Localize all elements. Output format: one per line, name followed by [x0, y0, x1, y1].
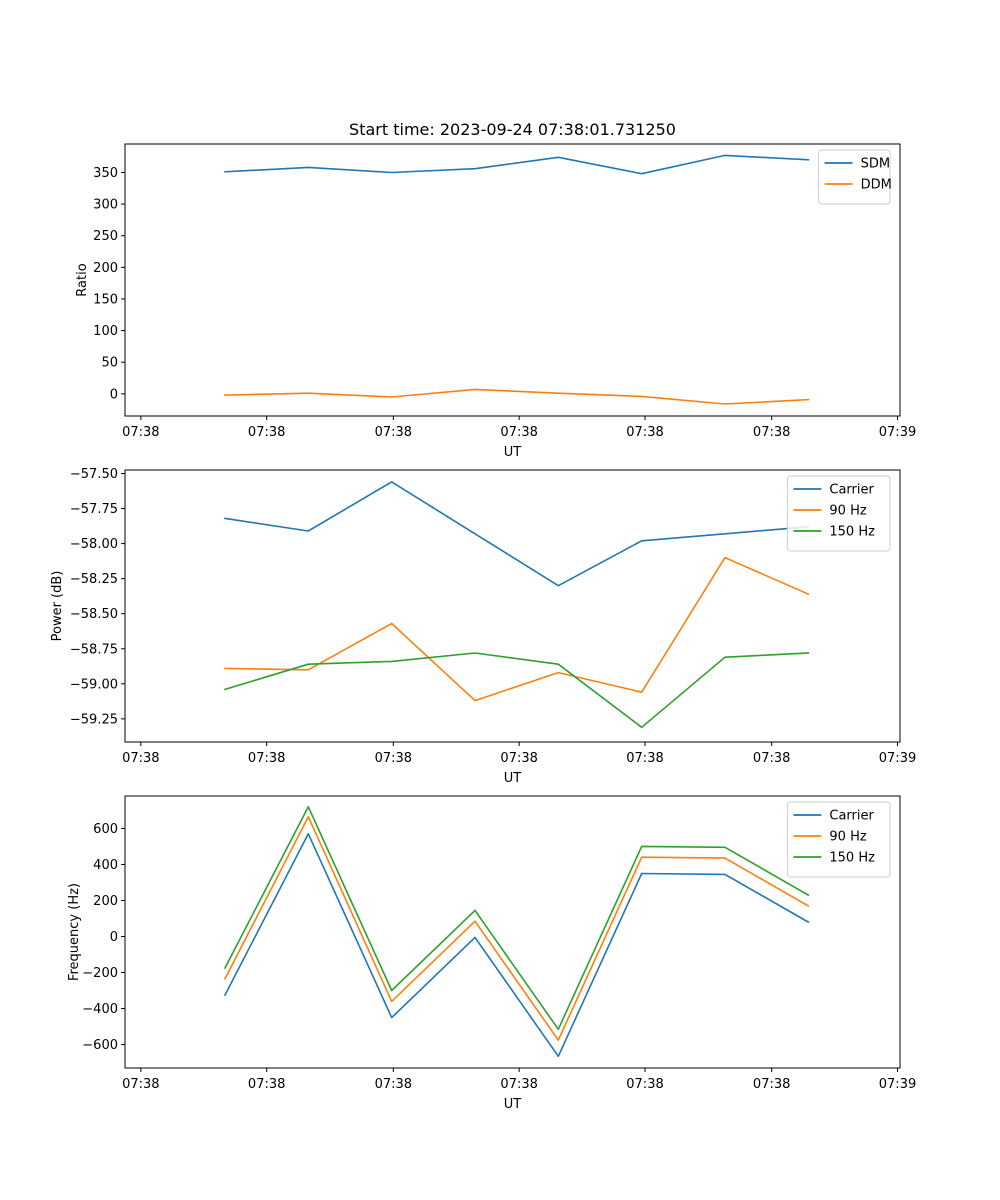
y-tick-label: 100 [93, 324, 118, 339]
y-tick-label: −600 [82, 1038, 118, 1053]
x-tick-label: 07:38 [626, 1077, 663, 1092]
figure-title: Start time: 2023-09-24 07:38:01.731250 [349, 120, 676, 139]
legend-label: Carrier [829, 809, 874, 824]
legend: Carrier 90 Hz 150 Hz [786, 801, 891, 878]
x-tick-label: 07:38 [375, 751, 412, 766]
panels: 07:38 07:38 07:38 07:38 07:38 07:38 07:39 0 50 10… [50, 143, 916, 1112]
y-tick-label: 50 [101, 356, 118, 371]
x-tick-label: 07:38 [753, 425, 790, 440]
x-tick-label: 07:38 [500, 751, 537, 766]
x-tick-label: 07:38 [626, 751, 663, 766]
series-line-150-hz [223, 805, 810, 1031]
y-axis-label: Power (dB) [50, 571, 65, 642]
x-tick-label: 07:38 [753, 1077, 790, 1092]
legend-box [786, 801, 891, 878]
series-line-ddm [224, 388, 810, 405]
y-tick-label: 150 [93, 292, 118, 307]
legend-label: 150 Hz [829, 525, 875, 540]
x-tick-label: 07:38 [122, 1077, 159, 1092]
y-tick-label: −58.25 [70, 572, 118, 587]
chart-panel-3: 07:38 07:38 07:38 07:38 07:38 07:38 07:39 −600 −… [67, 795, 916, 1112]
x-axis-label: UT [504, 445, 522, 460]
x-tick-label: 07:38 [122, 425, 159, 440]
y-tick-label: 400 [93, 858, 118, 873]
legend-label: 90 Hz [829, 504, 866, 519]
y-tick-label: 0 [110, 930, 118, 945]
y-tick-label: −58.00 [70, 537, 118, 552]
x-tick-label: 07:38 [626, 425, 663, 440]
x-tick-label: 07:39 [879, 751, 916, 766]
y-tick-label: 300 [93, 198, 118, 213]
y-tick-label: −57.50 [70, 467, 118, 482]
axes-frame [124, 469, 901, 743]
x-tick-label: 07:38 [753, 751, 790, 766]
legend-label: 90 Hz [829, 830, 866, 845]
x-tick-label: 07:38 [375, 425, 412, 440]
series-line-sdm [224, 154, 810, 175]
x-tick-label: 07:38 [248, 751, 285, 766]
legend-box [786, 475, 891, 552]
series-line-90-hz [223, 815, 810, 1041]
y-tick-label: −58.50 [70, 607, 118, 622]
y-tick-label: −200 [82, 966, 118, 981]
x-axis-label: UT [504, 771, 522, 786]
y-tick-label: −57.75 [70, 502, 118, 517]
x-tick-label: 07:38 [375, 1077, 412, 1092]
x-tick-label: 07:38 [122, 751, 159, 766]
x-tick-label: 07:38 [248, 425, 285, 440]
y-tick-label: −59.25 [70, 712, 118, 727]
chart-panel-1: 07:38 07:38 07:38 07:38 07:38 07:38 07:39 0 50 10… [75, 143, 916, 460]
series-line-carrier [224, 481, 810, 587]
legend-label: SDM [861, 157, 890, 172]
x-tick-label: 07:39 [879, 1077, 916, 1092]
y-tick-label: −59.00 [70, 677, 118, 692]
series-line-carrier [223, 832, 810, 1058]
series-line-150-hz [224, 652, 810, 729]
series-line-90-hz [224, 556, 810, 702]
y-tick-label: 0 [110, 387, 118, 402]
legend: Carrier 90 Hz 150 Hz [786, 475, 891, 552]
y-axis-label: Ratio [75, 263, 90, 296]
x-tick-label: 07:38 [500, 1077, 537, 1092]
axes-frame [124, 143, 901, 417]
y-axis-label: Frequency (Hz) [67, 883, 82, 981]
axes-frame [124, 795, 901, 1069]
legend-label: DDM [861, 178, 892, 193]
x-tick-label: 07:39 [879, 425, 916, 440]
y-tick-label: 200 [93, 261, 118, 276]
legend: SDM DDM [818, 149, 892, 205]
x-tick-label: 07:38 [248, 1077, 285, 1092]
y-tick-label: 250 [93, 229, 118, 244]
legend-label: 150 Hz [829, 851, 875, 866]
y-tick-label: −400 [82, 1002, 118, 1017]
x-tick-label: 07:38 [500, 425, 537, 440]
y-tick-label: 600 [93, 822, 118, 837]
chart-panel-2: 07:38 07:38 07:38 07:38 07:38 07:38 07:39 −59.2… [50, 467, 916, 786]
legend-label: Carrier [829, 483, 874, 498]
y-tick-label: 350 [93, 166, 118, 181]
x-axis-label: UT [504, 1097, 522, 1112]
y-tick-label: −58.75 [70, 642, 118, 657]
y-tick-label: 200 [93, 894, 118, 909]
